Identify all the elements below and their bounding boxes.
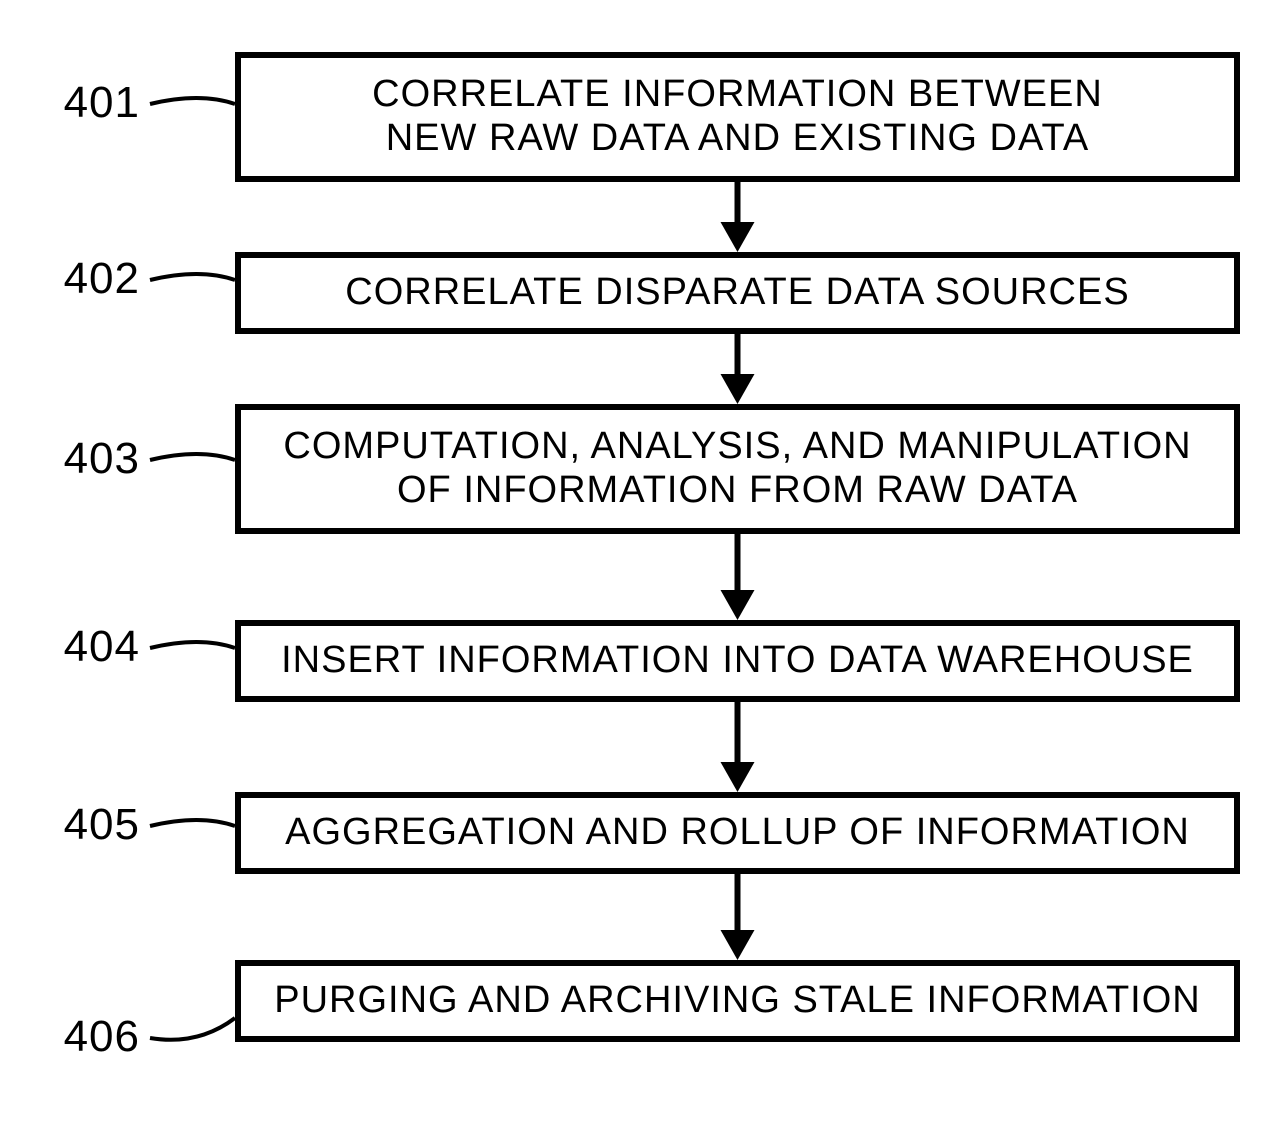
step-text: COMPUTATION, ANALYSIS, AND MANIPULATIONO… xyxy=(283,425,1191,512)
step-text: CORRELATE DISPARATE DATA SOURCES xyxy=(345,271,1129,315)
step-text: INSERT INFORMATION INTO DATA WAREHOUSE xyxy=(281,639,1194,683)
step-box-401: CORRELATE INFORMATION BETWEENNEW RAW DAT… xyxy=(235,52,1240,182)
arrow-head-404 xyxy=(721,762,755,792)
label-connector-401 xyxy=(150,98,235,104)
step-label-text: 405 xyxy=(64,800,140,849)
step-box-402: CORRELATE DISPARATE DATA SOURCES xyxy=(235,252,1240,334)
step-label-text: 406 xyxy=(64,1012,140,1061)
step-label-text: 402 xyxy=(64,254,140,303)
arrow-head-402 xyxy=(721,374,755,404)
step-label-401: 401 xyxy=(20,78,140,128)
arrow-head-405 xyxy=(721,930,755,960)
step-label-402: 402 xyxy=(20,254,140,304)
step-box-406: PURGING AND ARCHIVING STALE INFORMATION xyxy=(235,960,1240,1042)
label-connector-403 xyxy=(150,454,235,460)
label-connector-402 xyxy=(150,274,235,280)
step-label-406: 406 xyxy=(20,1012,140,1062)
step-box-404: INSERT INFORMATION INTO DATA WAREHOUSE xyxy=(235,620,1240,702)
step-label-403: 403 xyxy=(20,434,140,484)
step-label-text: 401 xyxy=(64,78,140,127)
step-label-404: 404 xyxy=(20,622,140,672)
arrow-head-403 xyxy=(721,590,755,620)
label-connector-404 xyxy=(150,642,235,648)
step-text: CORRELATE INFORMATION BETWEENNEW RAW DAT… xyxy=(372,73,1103,160)
step-box-403: COMPUTATION, ANALYSIS, AND MANIPULATIONO… xyxy=(235,404,1240,534)
label-connector-405 xyxy=(150,820,235,826)
flowchart-canvas: CORRELATE INFORMATION BETWEENNEW RAW DAT… xyxy=(0,0,1275,1143)
step-label-text: 403 xyxy=(64,434,140,483)
step-text: AGGREGATION AND ROLLUP OF INFORMATION xyxy=(285,811,1190,855)
arrow-head-401 xyxy=(721,222,755,252)
step-box-405: AGGREGATION AND ROLLUP OF INFORMATION xyxy=(235,792,1240,874)
label-connector-406 xyxy=(150,1018,235,1040)
step-label-405: 405 xyxy=(20,800,140,850)
step-label-text: 404 xyxy=(64,622,140,671)
step-text: PURGING AND ARCHIVING STALE INFORMATION xyxy=(274,979,1200,1023)
